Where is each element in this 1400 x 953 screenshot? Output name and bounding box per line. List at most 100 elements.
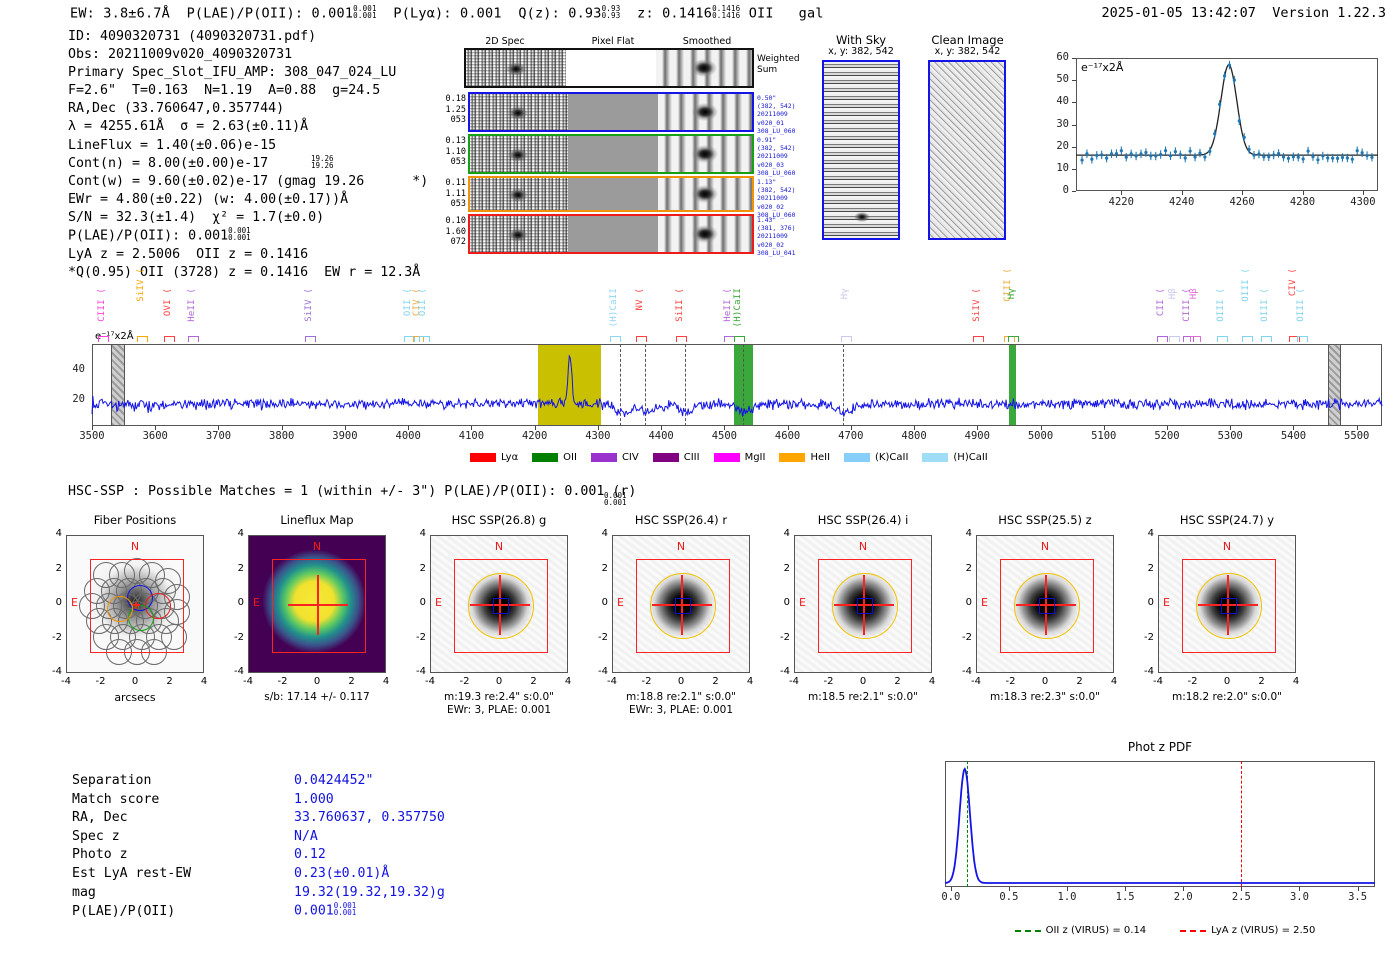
spectrum-line-flag-5 [404, 336, 416, 342]
legend-swatch-Lyα [470, 453, 496, 462]
spectrum-legend-item-7: (H)CaII [922, 452, 988, 463]
spectrum-xtick-4200: 4200 [521, 430, 548, 442]
cutout-xtick-4-3: 2 [894, 676, 901, 687]
cutout-ytick-1-1: -2 [234, 631, 244, 643]
header-qz-label: Q(z): [518, 5, 560, 22]
spectrum-line-label-21: OIII ( [1215, 288, 1226, 322]
cutout-xtick-0-2: 0 [131, 676, 139, 687]
spectrum-line-label-10: SiII ( [675, 288, 686, 322]
fiber-row-1 [468, 134, 754, 174]
compass-e-4: E [799, 596, 806, 609]
fov-box-5 [999, 558, 1095, 654]
cutout-xtick-1-2: 0 [313, 676, 321, 687]
fiber-row-smoothed-1 [658, 136, 752, 172]
cutout-panel-0 [66, 535, 204, 673]
cutout-title-3: HSC SSP(26.4) r [634, 513, 728, 527]
photz-plot-area [945, 761, 1375, 887]
spectrum-dashed-marker-1 [645, 344, 647, 426]
spectrum-line-flag-24 [1289, 336, 1301, 342]
legend-label-(H)CaII: (H)CaII [953, 452, 988, 463]
cutout-xtick-0-4: 4 [200, 676, 208, 687]
withsky-coords: x, y: 382, 542 [828, 46, 894, 57]
fov-box-2 [453, 558, 549, 654]
info-snr: S/N = 32.3(±1.4) χ² = 1.7(±0.0) [68, 209, 325, 225]
cutout-sub1-5: m:18.3 re:2.3" s:0.0" [990, 691, 1100, 703]
crosshair-v-1 [317, 575, 319, 635]
cutout-xtick-4-1: -2 [823, 676, 834, 687]
header-classification: OII [748, 5, 774, 22]
cutout-ytick-1-0: -4 [234, 666, 244, 677]
cutout-sub1-2: m:19.3 re:2.4" s:0.0" [444, 691, 554, 703]
weighted-sum-row [464, 48, 754, 88]
spectrum-line-label-13: Hγ [839, 288, 850, 300]
compass-n-3: N [676, 540, 686, 553]
legend-label-(K)CaII: (K)CaII [875, 452, 909, 463]
compass-n-6: N [1222, 540, 1232, 553]
legend-swatch-CIII [652, 453, 679, 462]
line-fit-chart: 0 10 20 30 40 50 60 4220 4240 4260 4280 4300 e⁻¹⁷x2Å [1036, 51, 1384, 217]
cutout-xtick-2-3: 2 [530, 676, 537, 687]
cutout-xtick-5-1: -2 [1005, 676, 1016, 687]
spectrum-line-flag-16 [1008, 336, 1020, 342]
legend-label-MgII: MgII [744, 452, 766, 463]
cutout-xtick-2-2: 0 [495, 676, 503, 687]
cutout-xtick-1-4: 4 [382, 676, 390, 687]
info-lineflux: LineFlux = 1.40(±0.06)e-15 [68, 137, 277, 153]
fov-box-4 [817, 558, 913, 654]
weighted-sum-pixelflat [566, 50, 656, 86]
legend-label-OII: OII [563, 452, 577, 463]
crosshair-v-4 [863, 575, 865, 635]
crosshair-v-0 [135, 602, 137, 609]
cutout-panel-1 [248, 535, 386, 673]
fiber-row-2 [468, 176, 754, 212]
weighted-sum-2dspec [466, 50, 566, 86]
line-fit-xtick-4280: 4280 [1289, 196, 1316, 208]
cutout-title-1: Lineflux Map [280, 513, 354, 527]
catalog-marker-2 [493, 598, 509, 614]
spectrum-xtick-4700: 4700 [838, 430, 864, 442]
photz-marker-0 [967, 761, 969, 887]
spectrum-legend-item-2: CIV [590, 452, 639, 463]
spectrum-line-flag-17 [1156, 336, 1168, 342]
cutout-ytick-5-4: 4 [965, 528, 972, 539]
match-value-1: 1.000 [294, 791, 334, 807]
compass-e-0: E [71, 596, 78, 609]
photz-xtick-1: 1.0 [1057, 891, 1077, 903]
compass-e-5: E [981, 596, 988, 609]
panel-title-2dspec: 2D Spec [485, 36, 525, 47]
match-key-2: RA, Dec [72, 810, 128, 826]
match-row-0: Separation 0.0424452" [72, 772, 445, 791]
info-cont-n: Cont(n) = 8.00(±0.00)e-17 [68, 155, 269, 171]
fov-box-3 [635, 558, 731, 654]
panel-title-pixelflat: Pixel Flat [591, 36, 635, 47]
compass-e-2: E [435, 596, 442, 609]
photz-chart: 0.0 0.5 1.0 1.5 2.0 2.5 3.0 3.5 [935, 755, 1385, 913]
aperture-circle-6 [1196, 573, 1262, 639]
header-plae-label: P(LAE)/P(OII): [186, 5, 304, 22]
cutout-xtick-3-1: -2 [641, 676, 652, 687]
photz-xtick-2: 2.0 [1173, 891, 1193, 903]
cutout-xtick-0-1: -2 [95, 676, 106, 687]
line-fit-xtick-4220: 4220 [1108, 196, 1134, 208]
spectrum-xtick-3600: 3600 [142, 430, 168, 442]
cutout-ytick-2-3: 2 [419, 562, 426, 574]
cutout-ytick-5-2: 0 [965, 597, 972, 608]
cutout-xtick-5-2: 0 [1041, 676, 1049, 687]
cutout-xtick-2-1: -2 [459, 676, 470, 687]
cutout-ytick-2-0: -4 [416, 666, 426, 677]
cutout-xtick-6-1: -2 [1187, 676, 1198, 687]
line-fit-ytick-60: 60 [1056, 51, 1069, 63]
header-plae-range: 0.001 0.001 [353, 4, 377, 21]
withsky-image [822, 60, 900, 240]
cutout-panel-3 [612, 535, 750, 673]
aperture-circle-2 [468, 573, 534, 639]
fiber-row-smoothed-2 [658, 178, 752, 210]
match-row-3: Spec z N/A [72, 828, 445, 847]
spectrum-line-flag-25 [1297, 336, 1309, 342]
spectrum-line-flag-19 [1183, 336, 1195, 342]
fov-box-1 [271, 558, 367, 654]
compass-n-0: N [130, 540, 140, 553]
fiber-row-meta-1: 0.91" (382, 542) 20211009 v020_03 308_LU_060 [757, 136, 796, 177]
cutout-xtick-5-4: 4 [1110, 676, 1118, 687]
line-fit-xtick-4260: 4260 [1229, 196, 1255, 208]
